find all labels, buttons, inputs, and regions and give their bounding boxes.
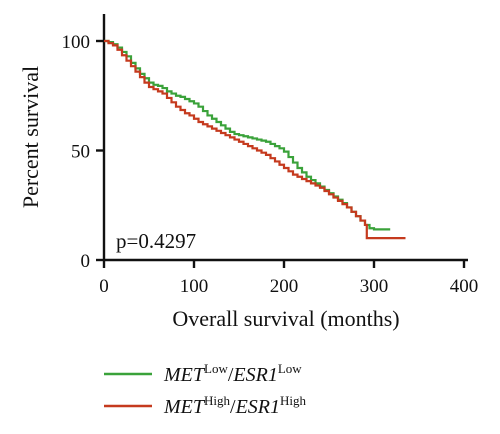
y-axis-title: Percent survival (18, 66, 43, 208)
legend-label-low: METLow/ESR1Low (163, 361, 302, 386)
curve-met-high-esr1-high (104, 39, 406, 240)
axis-ticks (96, 39, 466, 268)
legend-label-high: METHigh/ESR1High (163, 393, 307, 418)
y-tick-label: 100 (62, 32, 91, 53)
legend-slash: / (228, 364, 234, 386)
x-axis-title: Overall survival (months) (172, 306, 399, 331)
legend-item-met-high-esr1-high: METHigh/ESR1High (104, 393, 307, 418)
legend-gene-met: MET (163, 396, 206, 418)
legend-gene-met: MET (163, 364, 206, 386)
p-value-annotation: p=0.4297 (116, 229, 196, 253)
legend-sup-high-2: High (280, 393, 307, 408)
legend-gene-esr1: ESR1 (232, 364, 277, 386)
survival-curves (104, 39, 406, 240)
x-tick-label: 400 (450, 276, 479, 297)
legend-gene-esr1: ESR1 (235, 396, 280, 418)
y-tick-label: 50 (71, 142, 90, 163)
legend-sup-low-2: Low (278, 361, 302, 376)
curve-met-low-esr1-low (104, 39, 391, 231)
legend-sup-high: High (204, 393, 231, 408)
legend-item-met-low-esr1-low: METLow/ESR1Low (104, 361, 302, 386)
x-tick-label: 100 (180, 276, 209, 297)
plot-axes (102, 14, 468, 262)
legend-slash: / (230, 396, 236, 418)
legend: METLow/ESR1Low METHigh/ESR1High (104, 361, 307, 418)
x-tick-label: 200 (270, 276, 299, 297)
x-tick-label: 0 (99, 276, 109, 297)
x-tick-label: 300 (360, 276, 389, 297)
y-tick-label: 0 (81, 251, 91, 272)
axis-tick-labels: 0 100 200 300 400 0 50 100 (62, 32, 479, 297)
legend-sup-low: Low (204, 361, 228, 376)
